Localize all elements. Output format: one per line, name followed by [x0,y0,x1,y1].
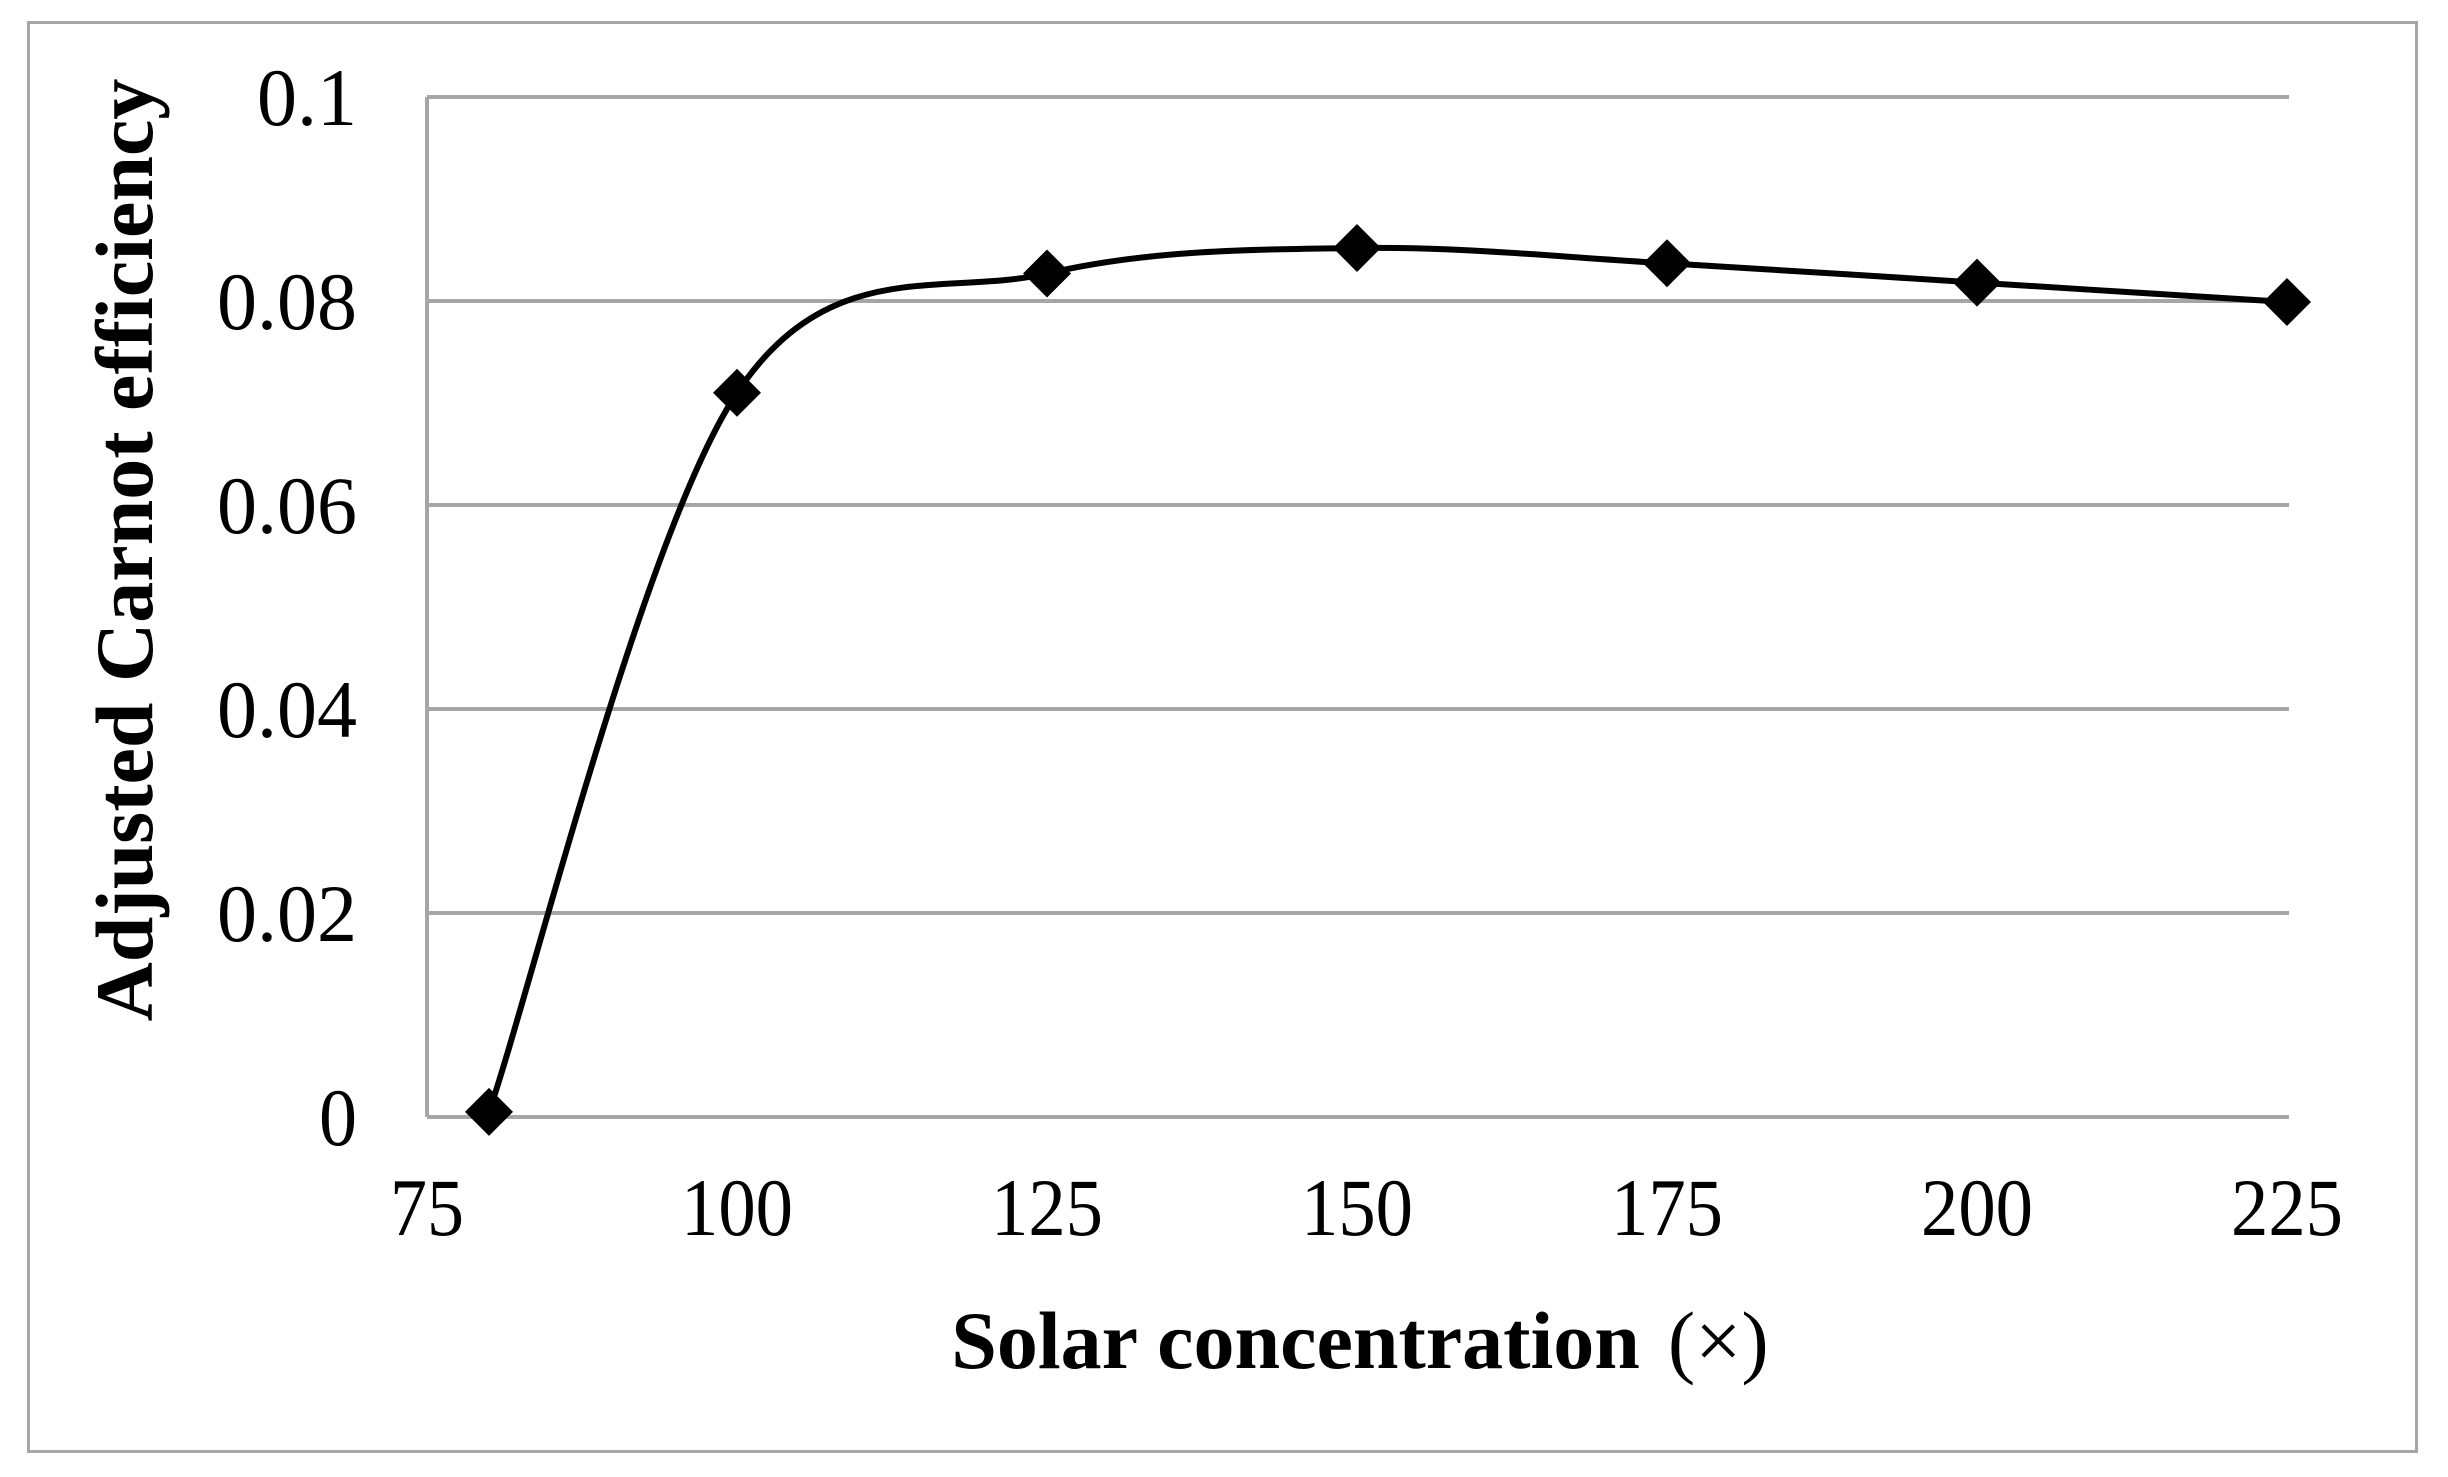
diamond-marker [1953,258,2001,307]
x-tick-label: 200 [1921,1162,2033,1253]
y-tick-label: 0.06 [217,460,357,551]
y-axis-title: Adjusted Carnot efficiency [79,79,170,1022]
diamond-marker [1333,223,1381,272]
y-tick-label: 0 [319,1072,357,1163]
x-tick-label: 175 [1611,1162,1723,1253]
x-axis-tick-labels: 75 100 125 150 175 200 225 [390,1162,2343,1253]
x-tick-label: 100 [681,1162,793,1253]
y-tick-label: 0.1 [257,52,357,143]
diamond-marker [713,368,761,417]
y-tick-label: 0.08 [217,256,357,347]
series-line [486,244,2290,1115]
x-tick-label: 75 [390,1162,464,1253]
y-axis-tick-labels: 0 0.02 0.04 0.06 0.08 0.1 [217,52,357,1163]
data-markers [465,223,2311,1136]
diamond-marker [1643,239,1691,288]
x-axis-unit: (×) [1668,1295,1769,1386]
x-tick-label: 225 [2231,1162,2343,1253]
x-tick-label: 125 [991,1162,1103,1253]
x-axis-title-text: Solar concentration [951,1295,1640,1386]
y-tick-label: 0.04 [217,664,357,755]
diamond-marker [2263,278,2311,327]
y-tick-label: 0.02 [217,868,357,959]
diamond-marker [1023,249,1071,298]
gridlines [427,95,2289,1119]
x-tick-label: 150 [1301,1162,1413,1253]
diamond-marker [465,1087,513,1136]
x-axis-title: Solar concentration (×) [951,1295,1768,1386]
